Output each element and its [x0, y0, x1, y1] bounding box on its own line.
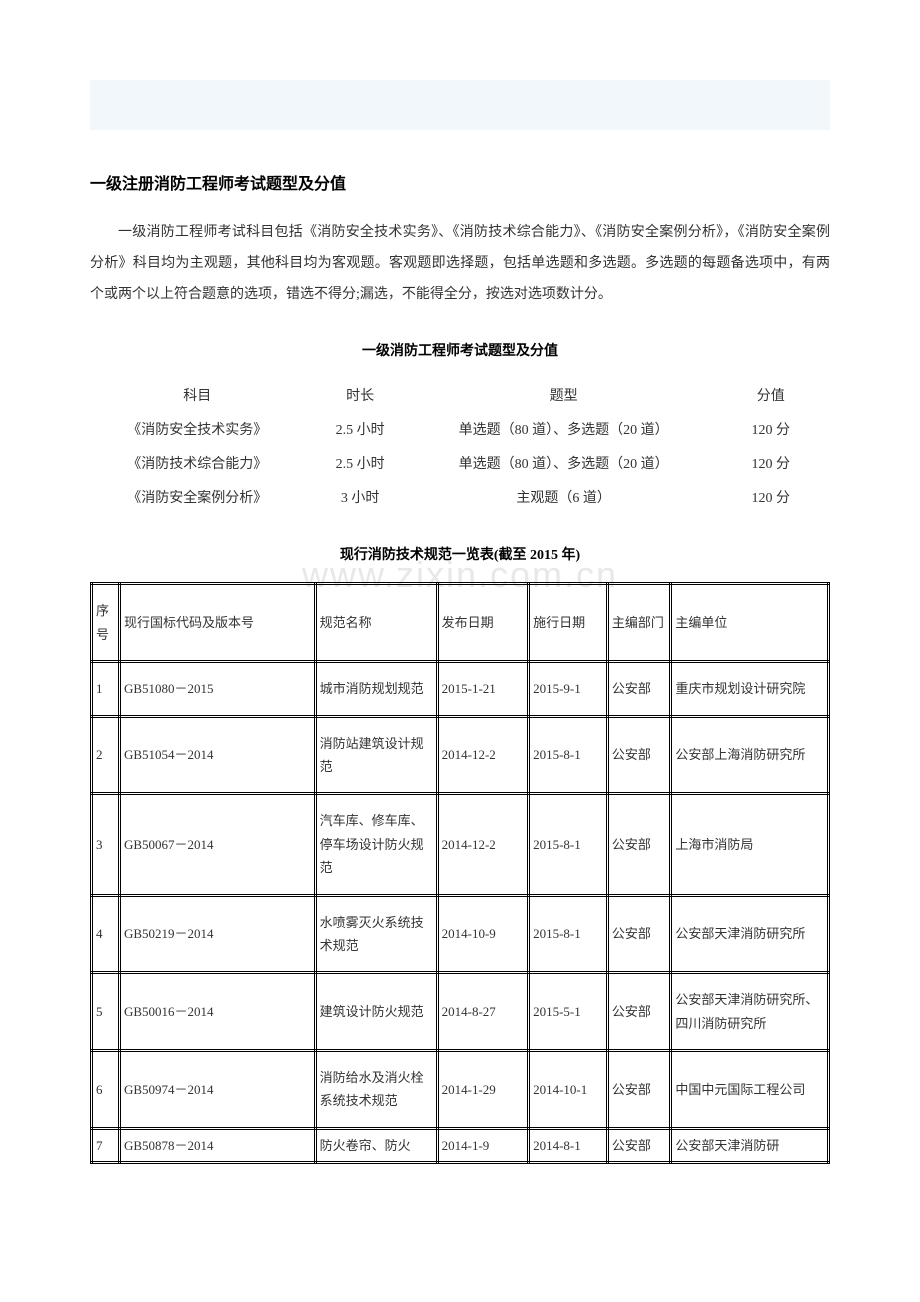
document-content: 一级注册消防工程师考试题型及分值 一级消防工程师考试科目包括《消防安全技术实务》…	[0, 130, 920, 1164]
regs-row: 6 GB50974－2014 消防给水及消火栓系统技术规范 2014-1-29 …	[92, 1051, 829, 1129]
exam-cell: 《消防技术综合能力》	[90, 453, 305, 473]
exam-cell: 2.5 小时	[305, 419, 416, 439]
exam-cell: 120 分	[712, 487, 830, 507]
regs-table-title: 现行消防技术规范一览表(截至 2015 年) www.zixin.com.cn	[90, 544, 830, 564]
regs-header-seq: 序号	[92, 584, 120, 662]
intro-paragraph: 一级消防工程师考试科目包括《消防安全技术实务》、《消防技术综合能力》、《消防安全…	[90, 218, 830, 310]
regs-cell: 上海市消防局	[671, 794, 829, 895]
regs-cell: 2015-5-1	[529, 973, 608, 1051]
exam-cell: 主观题（6 道）	[416, 487, 712, 507]
regs-cell: 汽车库、修车库、停车场设计防火规范	[315, 794, 437, 895]
regulations-table: 序号 现行国标代码及版本号 规范名称 发布日期 施行日期 主编部门 主编单位 1…	[90, 582, 830, 1164]
exam-header-col: 时长	[305, 385, 416, 405]
regs-cell: 水喷雾灭火系统技术规范	[315, 895, 437, 973]
regs-cell: 4	[92, 895, 120, 973]
regs-cell: 公安部	[607, 794, 671, 895]
regs-row: 2 GB51054－2014 消防站建筑设计规范 2014-12-2 2015-…	[92, 716, 829, 794]
regs-cell: 城市消防规划规范	[315, 662, 437, 716]
regs-title-text: 现行消防技术规范一览表(截至 2015 年)	[340, 548, 580, 563]
regs-cell: 2	[92, 716, 120, 794]
regs-cell: 2014-1-29	[437, 1051, 528, 1129]
regs-cell: 2014-10-1	[529, 1051, 608, 1129]
regs-cell: 防火卷帘、防火	[315, 1128, 437, 1162]
exam-cell: 《消防安全技术实务》	[90, 419, 305, 439]
regs-cell: 消防给水及消火栓系统技术规范	[315, 1051, 437, 1129]
regs-row: 4 GB50219－2014 水喷雾灭火系统技术规范 2014-10-9 201…	[92, 895, 829, 973]
regs-cell: 公安部	[607, 895, 671, 973]
regs-cell: 2015-1-21	[437, 662, 528, 716]
regs-cell: 公安部	[607, 973, 671, 1051]
regs-header-dept: 主编部门	[607, 584, 671, 662]
regs-cell: 2014-8-1	[529, 1128, 608, 1162]
regs-row: 7 GB50878－2014 防火卷帘、防火 2014-1-9 2014-8-1…	[92, 1128, 829, 1162]
regs-header-pubdate: 发布日期	[437, 584, 528, 662]
regs-cell: GB50219－2014	[119, 895, 315, 973]
regs-cell: 公安部	[607, 662, 671, 716]
exam-header-col: 科目	[90, 385, 305, 405]
regs-cell: 5	[92, 973, 120, 1051]
regs-cell: 消防站建筑设计规范	[315, 716, 437, 794]
regs-cell: 中国中元国际工程公司	[671, 1051, 829, 1129]
regs-cell: 2015-9-1	[529, 662, 608, 716]
regs-cell: 2015-8-1	[529, 895, 608, 973]
regs-cell: 公安部	[607, 1128, 671, 1162]
regs-cell: GB51080－2015	[119, 662, 315, 716]
regs-cell: 2014-12-2	[437, 716, 528, 794]
regs-header-org: 主编单位	[671, 584, 829, 662]
exam-row: 《消防安全案例分析》 3 小时 主观题（6 道） 120 分	[90, 480, 830, 514]
exam-table: 科目 时长 题型 分值 《消防安全技术实务》 2.5 小时 单选题（80 道）、…	[90, 378, 830, 514]
top-band	[90, 80, 830, 130]
regs-cell: GB50067－2014	[119, 794, 315, 895]
exam-cell: 3 小时	[305, 487, 416, 507]
regs-row: 3 GB50067－2014 汽车库、修车库、停车场设计防火规范 2014-12…	[92, 794, 829, 895]
regs-cell: 2014-12-2	[437, 794, 528, 895]
regs-cell: 公安部天津消防研	[671, 1128, 829, 1162]
regs-header-code: 现行国标代码及版本号	[119, 584, 315, 662]
exam-cell: 《消防安全案例分析》	[90, 487, 305, 507]
regs-cell: 公安部	[607, 1051, 671, 1129]
regs-cell: GB51054－2014	[119, 716, 315, 794]
regs-cell: GB50974－2014	[119, 1051, 315, 1129]
regs-cell: 公安部上海消防研究所	[671, 716, 829, 794]
exam-cell: 单选题（80 道）、多选题（20 道）	[416, 453, 712, 473]
exam-header-col: 题型	[416, 385, 712, 405]
exam-row: 《消防技术综合能力》 2.5 小时 单选题（80 道）、多选题（20 道） 12…	[90, 446, 830, 480]
exam-cell: 2.5 小时	[305, 453, 416, 473]
regs-cell: 2014-1-9	[437, 1128, 528, 1162]
regs-cell: 2015-8-1	[529, 794, 608, 895]
exam-cell: 120 分	[712, 419, 830, 439]
regs-cell: 3	[92, 794, 120, 895]
main-title: 一级注册消防工程师考试题型及分值	[90, 170, 830, 194]
exam-row: 《消防安全技术实务》 2.5 小时 单选题（80 道）、多选题（20 道） 12…	[90, 412, 830, 446]
exam-table-title: 一级消防工程师考试题型及分值	[90, 340, 830, 360]
regs-cell: 2015-8-1	[529, 716, 608, 794]
exam-header-col: 分值	[712, 385, 830, 405]
regs-cell: 建筑设计防火规范	[315, 973, 437, 1051]
regs-cell: 1	[92, 662, 120, 716]
regs-cell: 6	[92, 1051, 120, 1129]
regs-cell: 7	[92, 1128, 120, 1162]
regs-cell: 重庆市规划设计研究院	[671, 662, 829, 716]
exam-cell: 单选题（80 道）、多选题（20 道）	[416, 419, 712, 439]
regs-cell: GB50016－2014	[119, 973, 315, 1051]
regs-row: 1 GB51080－2015 城市消防规划规范 2015-1-21 2015-9…	[92, 662, 829, 716]
regs-header-row: 序号 现行国标代码及版本号 规范名称 发布日期 施行日期 主编部门 主编单位	[92, 584, 829, 662]
regs-cell: 2014-8-27	[437, 973, 528, 1051]
regs-header-effdate: 施行日期	[529, 584, 608, 662]
regs-header-name: 规范名称	[315, 584, 437, 662]
exam-cell: 120 分	[712, 453, 830, 473]
regs-cell: 2014-10-9	[437, 895, 528, 973]
regs-cell: GB50878－2014	[119, 1128, 315, 1162]
regs-row: 5 GB50016－2014 建筑设计防火规范 2014-8-27 2015-5…	[92, 973, 829, 1051]
regs-cell: 公安部天津消防研究所、四川消防研究所	[671, 973, 829, 1051]
regs-cell: 公安部天津消防研究所	[671, 895, 829, 973]
regs-cell: 公安部	[607, 716, 671, 794]
exam-header-row: 科目 时长 题型 分值	[90, 378, 830, 412]
